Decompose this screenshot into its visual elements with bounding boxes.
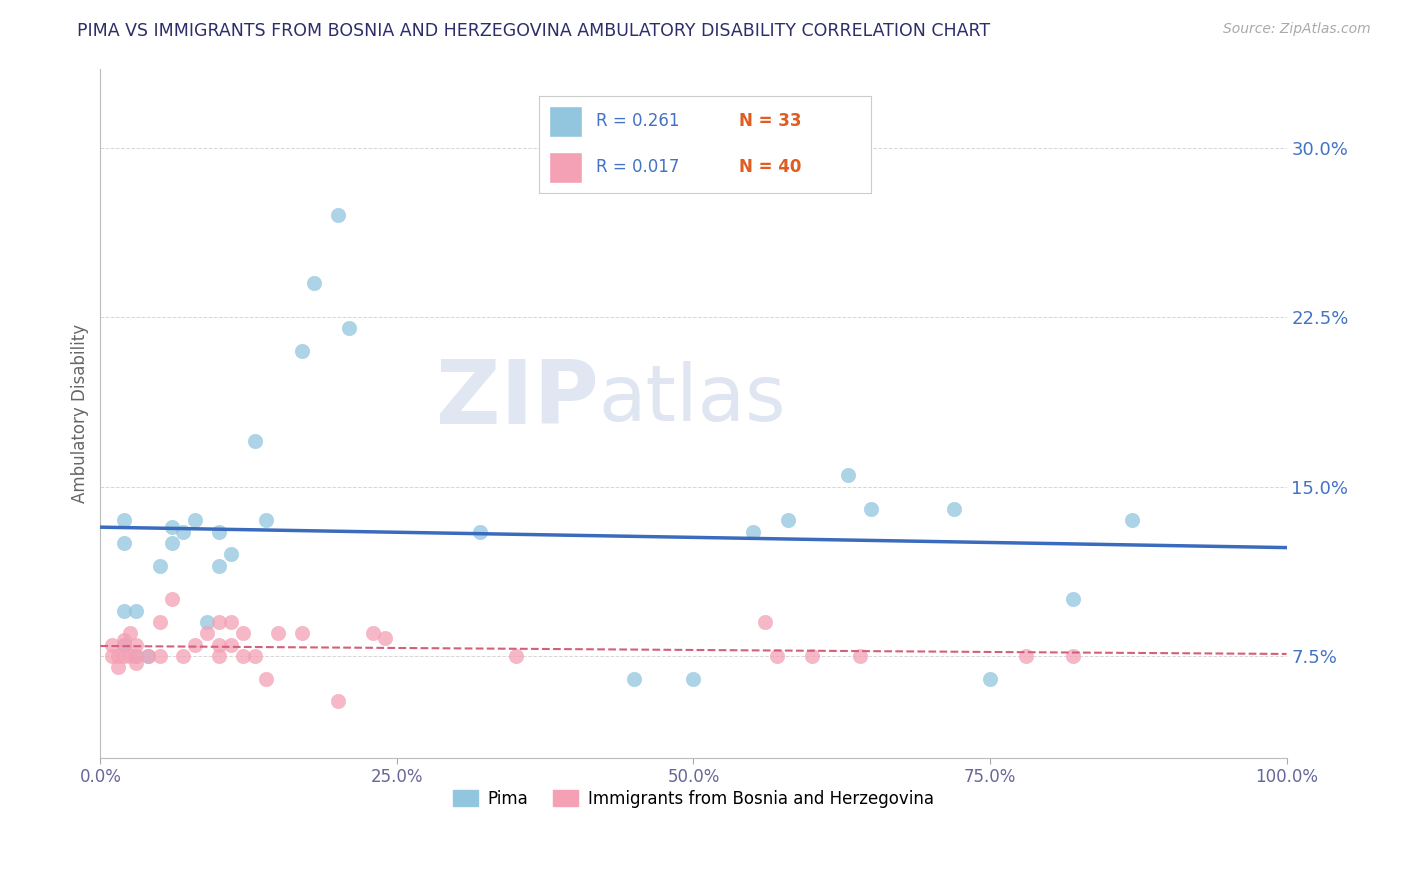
Point [778, 513, 800, 527]
Point [291, 343, 314, 358]
Point [118, 626, 141, 640]
Y-axis label: Ambulatory Disability: Ambulatory Disability [72, 324, 89, 503]
Point [125, 648, 148, 663]
Point [125, 638, 148, 652]
Point [243, 434, 266, 449]
Point [125, 604, 148, 618]
Point [1121, 513, 1143, 527]
Point [505, 648, 527, 663]
Point [101, 648, 124, 663]
Text: PIMA VS IMMIGRANTS FROM BOSNIA AND HERZEGOVINA AMBULATORY DISABILITY CORRELATION: PIMA VS IMMIGRANTS FROM BOSNIA AND HERZE… [77, 22, 990, 40]
Point [172, 648, 194, 663]
Point [112, 633, 135, 648]
Point [741, 524, 763, 539]
Point [801, 648, 824, 663]
Point [243, 648, 266, 663]
Point [112, 638, 135, 652]
Text: atlas: atlas [599, 361, 786, 437]
Point [468, 524, 491, 539]
Point [125, 656, 148, 670]
Point [208, 638, 231, 652]
Point [107, 660, 129, 674]
Text: Source: ZipAtlas.com: Source: ZipAtlas.com [1223, 22, 1371, 37]
Text: ZIP: ZIP [436, 356, 599, 442]
Point [160, 536, 183, 550]
Point [101, 638, 124, 652]
Point [1062, 648, 1084, 663]
Point [361, 626, 384, 640]
Point [112, 648, 135, 663]
Point [219, 615, 242, 629]
Point [754, 615, 776, 629]
Point [112, 638, 135, 652]
Point [765, 648, 787, 663]
Point [125, 648, 148, 663]
Point [326, 694, 349, 708]
Point [623, 672, 645, 686]
Point [682, 672, 704, 686]
Point [149, 615, 172, 629]
Point [267, 626, 290, 640]
Point [254, 513, 277, 527]
Point [112, 604, 135, 618]
Point [195, 615, 218, 629]
Point [339, 321, 361, 335]
Point [860, 502, 883, 516]
Point [184, 638, 207, 652]
Point [302, 276, 325, 290]
Point [979, 672, 1001, 686]
Point [1014, 648, 1036, 663]
Point [208, 648, 231, 663]
Point [112, 513, 135, 527]
Point [184, 513, 207, 527]
Legend: Pima, Immigrants from Bosnia and Herzegovina: Pima, Immigrants from Bosnia and Herzego… [446, 783, 941, 814]
Point [848, 648, 870, 663]
Point [219, 638, 242, 652]
Point [943, 502, 966, 516]
Point [208, 615, 231, 629]
Point [232, 626, 254, 640]
Point [136, 648, 159, 663]
Point [195, 626, 218, 640]
Point [136, 648, 159, 663]
Point [374, 631, 396, 645]
Point [118, 648, 141, 663]
Point [107, 648, 129, 663]
Point [254, 672, 277, 686]
Point [112, 536, 135, 550]
Point [208, 558, 231, 573]
Point [219, 547, 242, 561]
Point [160, 520, 183, 534]
Point [160, 592, 183, 607]
Point [208, 524, 231, 539]
Point [172, 524, 194, 539]
Point [149, 648, 172, 663]
Point [291, 626, 314, 640]
Point [326, 208, 349, 222]
Point [232, 648, 254, 663]
Point [1062, 592, 1084, 607]
Point [149, 558, 172, 573]
Point [837, 468, 859, 483]
